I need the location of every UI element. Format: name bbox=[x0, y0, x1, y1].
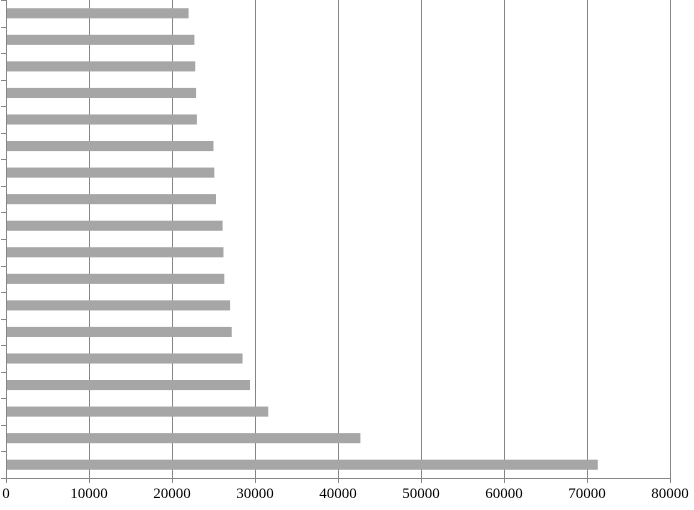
bar-8 bbox=[6, 194, 216, 205]
x-tick-label: 40000 bbox=[319, 486, 357, 502]
bar-2 bbox=[6, 34, 195, 45]
bar-6 bbox=[6, 141, 214, 152]
bar-1 bbox=[6, 8, 189, 19]
x-tick-label: 80000 bbox=[651, 486, 689, 502]
bar-15 bbox=[6, 380, 251, 391]
x-tick-label: 50000 bbox=[402, 486, 440, 502]
gridlines bbox=[89, 0, 671, 478]
bar-3 bbox=[6, 61, 196, 72]
bar-16 bbox=[6, 406, 269, 417]
x-tick-label: 0 bbox=[2, 486, 10, 502]
tick-labels: 0 10000 20000 30000 40000 50000 60000 70000 8000… bbox=[2, 486, 689, 502]
bar-5 bbox=[6, 114, 197, 125]
bar-4 bbox=[6, 87, 197, 98]
x-tick-label: 20000 bbox=[153, 486, 191, 502]
x-tick-label: 30000 bbox=[236, 486, 274, 502]
bars bbox=[6, 8, 598, 470]
x-tick-label: 70000 bbox=[568, 486, 606, 502]
bar-11 bbox=[6, 273, 225, 284]
bar-18 bbox=[6, 459, 598, 470]
x-tick-label: 60000 bbox=[485, 486, 523, 502]
bar-7 bbox=[6, 167, 215, 178]
bar-14 bbox=[6, 353, 243, 364]
bar-12 bbox=[6, 300, 231, 311]
bar-9 bbox=[6, 220, 223, 231]
bar-17 bbox=[6, 433, 361, 444]
bar-10 bbox=[6, 247, 224, 258]
bar-13 bbox=[6, 326, 232, 337]
x-tick-label: 10000 bbox=[70, 486, 108, 502]
axes bbox=[1, 0, 671, 483]
